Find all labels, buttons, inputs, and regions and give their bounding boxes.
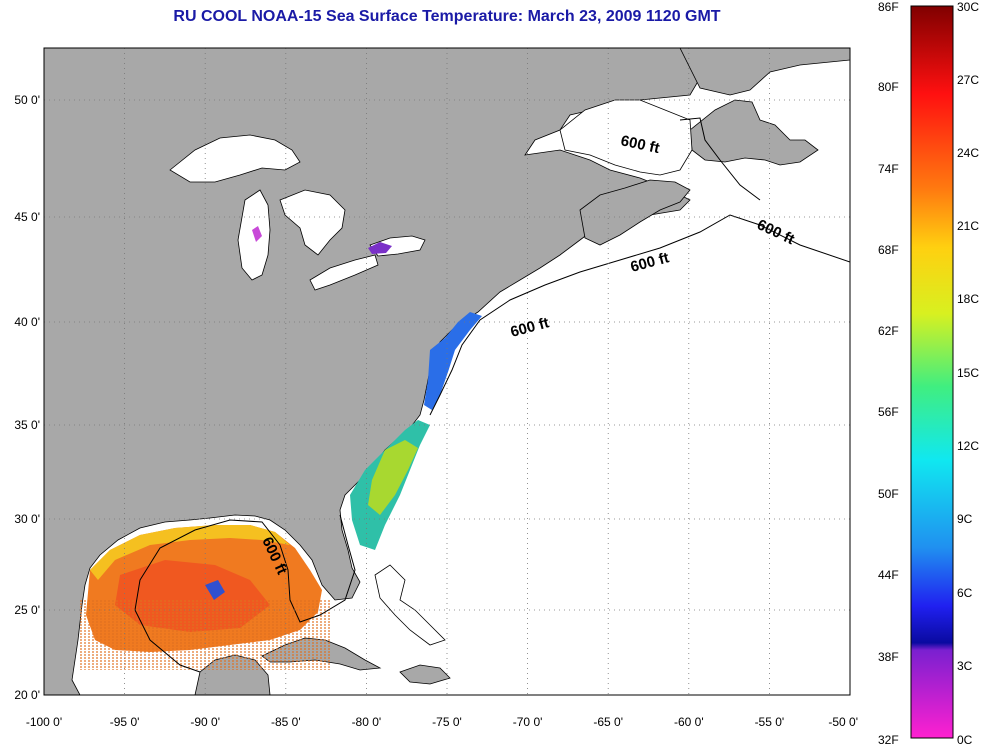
colorbar-c-label: 21C (957, 219, 980, 233)
contour-600ft-newfoundland (679, 117, 761, 201)
sst-east-coast-north (424, 312, 482, 410)
colorbar-c-label: 15C (957, 366, 980, 380)
x-tick-label: -75 0' (432, 715, 462, 729)
colorbar-c-label: 27C (957, 73, 980, 87)
colorbar-c-label: 24C (957, 146, 980, 160)
colorbar-f-label: 68F (878, 243, 899, 257)
sst-gulf-cool-edge (90, 525, 290, 580)
land-hispaniola (399, 664, 451, 685)
y-tick-label: 50 0' (14, 93, 40, 107)
colorbar-f-label: 38F (878, 650, 899, 664)
contour-600ft-gulf (134, 514, 356, 673)
y-tick-label: 25 0' (14, 603, 40, 617)
land-labrador (679, 48, 850, 96)
x-tick-label: -50 0' (828, 715, 858, 729)
contour-600ft (429, 214, 850, 416)
plot-frame (43, 47, 851, 696)
colorbar-c-label: 0C (957, 733, 973, 747)
colorbar-f-label: 62F (878, 324, 899, 338)
land-nova-scotia (579, 179, 691, 246)
sst-east-coast-warm (368, 440, 418, 515)
y-tick-label: 30 0' (14, 512, 40, 526)
lake-erie (309, 254, 379, 291)
colorbar-f-label: 74F (878, 162, 899, 176)
colorbar-f-label: 32F (878, 733, 899, 747)
y-axis: 50 0' 45 0' 40 0' 35 0' 30 0' 25 0' 20 0… (14, 93, 40, 702)
colorbar-c-label: 6C (957, 586, 973, 600)
bahamas-banks (374, 564, 446, 646)
colorbar-c-label: 3C (957, 659, 973, 673)
colorbar-f-label: 86F (878, 0, 899, 14)
colorbar-f-label: 44F (878, 568, 899, 582)
lake-erie-sst (368, 242, 392, 254)
colorbar-f-label: 50F (878, 487, 899, 501)
y-tick-label: 45 0' (14, 210, 40, 224)
x-tick-label: -55 0' (755, 715, 785, 729)
x-tick-label: -65 0' (593, 715, 623, 729)
lake-superior (169, 134, 301, 183)
map-title: RU COOL NOAA-15 Sea Surface Temperature:… (173, 8, 721, 25)
x-tick-label: -95 0' (110, 715, 140, 729)
colorbar-f-label: 80F (878, 80, 899, 94)
x-tick-label: -85 0' (271, 715, 301, 729)
x-tick-label: -70 0' (513, 715, 543, 729)
y-tick-label: 40 0' (14, 315, 40, 329)
colorbar-c-label: 12C (957, 439, 980, 453)
colorbar-c-label: 9C (957, 512, 973, 526)
colorbar (910, 5, 954, 739)
colorbar-c-label: 30C (957, 0, 980, 14)
y-tick-label: 35 0' (14, 418, 40, 432)
colorbar-c-label: 18C (957, 292, 980, 306)
land-newfoundland (689, 99, 819, 166)
x-tick-label: -60 0' (674, 715, 704, 729)
sst-gulf-scanlines (80, 600, 330, 670)
lake-huron (279, 189, 346, 256)
x-tick-label: -90 0' (190, 715, 220, 729)
lake-michigan-sst (252, 226, 262, 242)
sst-gulf-cold-patch (205, 580, 225, 600)
x-tick-label: -100 0' (26, 715, 62, 729)
y-tick-label: 20 0' (14, 688, 40, 702)
x-tick-label: -80 0' (352, 715, 382, 729)
colorbar-f-label: 56F (878, 405, 899, 419)
x-axis: -100 0' -95 0' -90 0' -85 0' -80 0' -75 … (26, 715, 858, 729)
